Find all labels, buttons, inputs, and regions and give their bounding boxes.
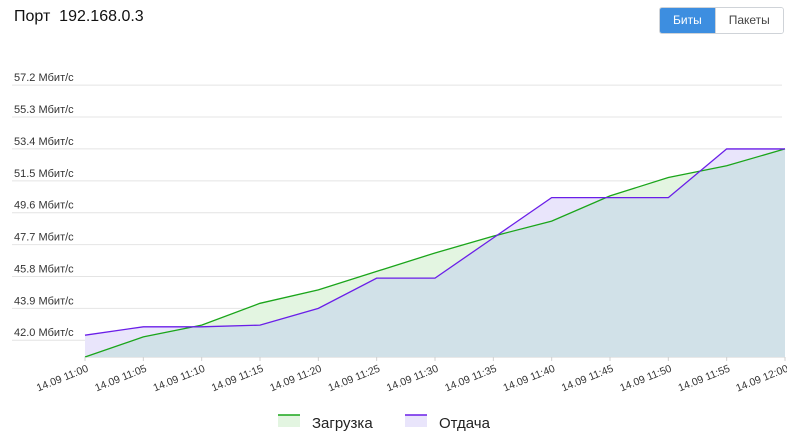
x-tick-label: 14.09 11:35	[443, 363, 498, 395]
legend-item-upload[interactable]: Отдача	[405, 414, 491, 432]
y-axis-ticks: 57.2 Мбит/с 55.3 Мбит/с 53.4 Мбит/с 51.5 Мб…	[14, 72, 74, 339]
series-lines	[84, 148, 786, 358]
y-tick-label: 47.7 Мбит/с	[14, 232, 74, 244]
y-tick-label: 57.2 Мбит/с	[14, 72, 74, 84]
bits-button[interactable]: Биты	[660, 8, 715, 33]
page-title: Порт 192.168.0.3	[14, 8, 144, 25]
x-tick-label: 14.09 11:20	[268, 363, 323, 395]
download-line	[84, 148, 786, 358]
x-tick-label: 14.09 11:05	[93, 363, 148, 395]
y-tick-label: 49.6 Мбит/с	[14, 200, 74, 212]
x-tick-label: 14.09 11:55	[677, 363, 732, 395]
legend-label: Загрузка	[312, 415, 373, 432]
unit-toggle: Биты Пакеты	[659, 7, 784, 34]
legend-swatch	[278, 415, 300, 427]
x-axis-ticks: 14.09 11:00 14.09 11:05 14.09 11:10 14.09 1…	[35, 357, 787, 395]
x-tick-label: 14.09 11:10	[152, 363, 207, 395]
legend-label: Отдача	[439, 415, 491, 432]
y-tick-label: 42.0 Мбит/с	[14, 327, 74, 339]
x-tick-label: 14.09 11:15	[210, 363, 265, 395]
y-tick-label: 45.8 Мбит/с	[14, 263, 74, 275]
x-tick-label: 14.09 11:40	[502, 363, 557, 395]
x-tick-label: 14.09 11:45	[560, 363, 615, 395]
packets-button[interactable]: Пакеты	[714, 8, 783, 33]
x-tick-label: 14.09 11:25	[327, 363, 382, 395]
y-tick-label: 53.4 Мбит/с	[14, 136, 74, 148]
legend-swatch	[405, 415, 427, 427]
y-tick-label: 55.3 Мбит/с	[14, 104, 74, 116]
x-tick-label: 14.09 11:50	[618, 363, 673, 395]
x-tick-label: 14.09 11:30	[385, 363, 440, 395]
y-tick-label: 51.5 Мбит/с	[14, 168, 74, 180]
x-tick-label: 14.09 12:00	[734, 363, 787, 395]
y-tick-label: 43.9 Мбит/с	[14, 295, 74, 307]
x-tick-label: 14.09 11:00	[35, 363, 90, 395]
chart-legend: Загрузка Отдача	[278, 414, 491, 432]
upload-line	[84, 148, 785, 336]
legend-item-download[interactable]: Загрузка	[278, 414, 373, 432]
